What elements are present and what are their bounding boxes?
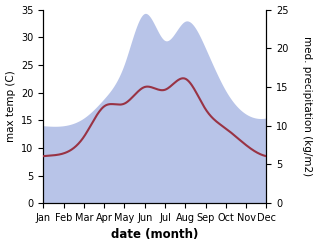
Y-axis label: med. precipitation (kg/m2): med. precipitation (kg/m2) [302,36,313,176]
X-axis label: date (month): date (month) [111,228,198,242]
Y-axis label: max temp (C): max temp (C) [5,70,16,142]
